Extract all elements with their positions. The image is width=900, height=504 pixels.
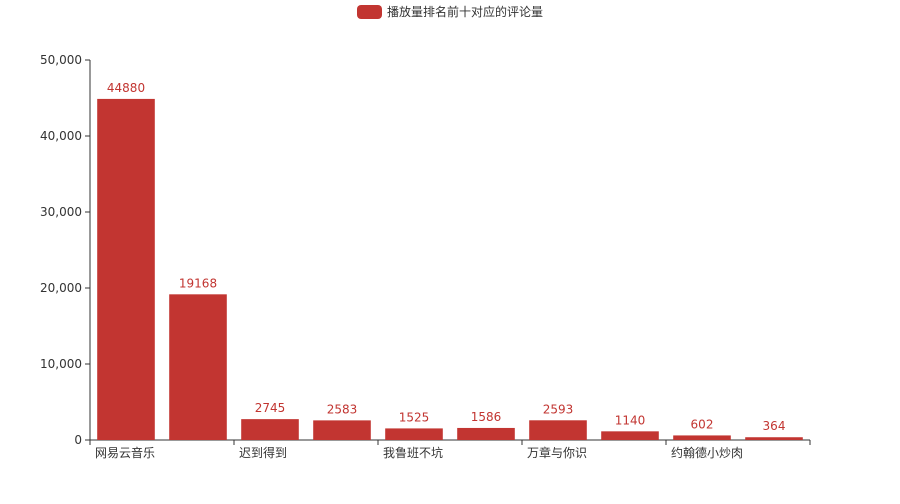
- bar-value-label: 1140: [615, 413, 646, 427]
- bar-value-label: 1586: [471, 410, 502, 424]
- x-tick-label: 网易云音乐: [95, 445, 155, 460]
- bar[interactable]: [745, 437, 803, 440]
- y-tick-label: 20,000: [40, 281, 82, 295]
- y-tick-label: 50,000: [40, 53, 82, 67]
- legend-label: 播放量排名前十对应的评论量: [387, 4, 543, 19]
- x-tick-label: 我鲁班不坑: [383, 445, 443, 460]
- bars: [97, 98, 803, 441]
- bar-value-label: 364: [763, 419, 786, 433]
- bar-value-label: 19168: [179, 276, 217, 290]
- legend[interactable]: 播放量排名前十对应的评论量: [357, 4, 543, 19]
- bar[interactable]: [673, 435, 731, 440]
- y-tick-label: 40,000: [40, 129, 82, 143]
- bar-value-label: 2583: [327, 402, 358, 416]
- x-tick-label: 约翰德小炒肉: [671, 445, 743, 460]
- bar-value-label: 44880: [107, 81, 145, 95]
- bar[interactable]: [97, 98, 155, 441]
- bar[interactable]: [169, 294, 227, 440]
- bar-value-label: 602: [691, 417, 714, 431]
- data-labels: 44880 19168 2745 2583 1525 1586 2593 1140 602 364: [107, 81, 786, 433]
- y-axis: 0 10,000 20,000 30,000 40,000 50,000: [40, 53, 91, 447]
- y-tick-label: 0: [74, 433, 82, 447]
- x-tick-label: 万章与你识: [527, 445, 587, 460]
- x-axis: 网易云音乐 迟到得到 我鲁班不坑 万章与你识 约翰德小炒肉: [89, 439, 811, 460]
- bar[interactable]: [601, 431, 659, 440]
- bar[interactable]: [529, 420, 587, 440]
- bar-value-label: 1525: [399, 410, 430, 424]
- bar[interactable]: [313, 420, 371, 440]
- y-tick-label: 10,000: [40, 357, 82, 371]
- bar[interactable]: [457, 427, 515, 440]
- bar-value-label: 2745: [255, 401, 286, 415]
- legend-swatch: [357, 5, 382, 19]
- bar[interactable]: [385, 428, 443, 440]
- y-tick-label: 30,000: [40, 205, 82, 219]
- bar[interactable]: [241, 419, 299, 440]
- bar-value-label: 2593: [543, 402, 574, 416]
- x-tick-label: 迟到得到: [239, 445, 287, 460]
